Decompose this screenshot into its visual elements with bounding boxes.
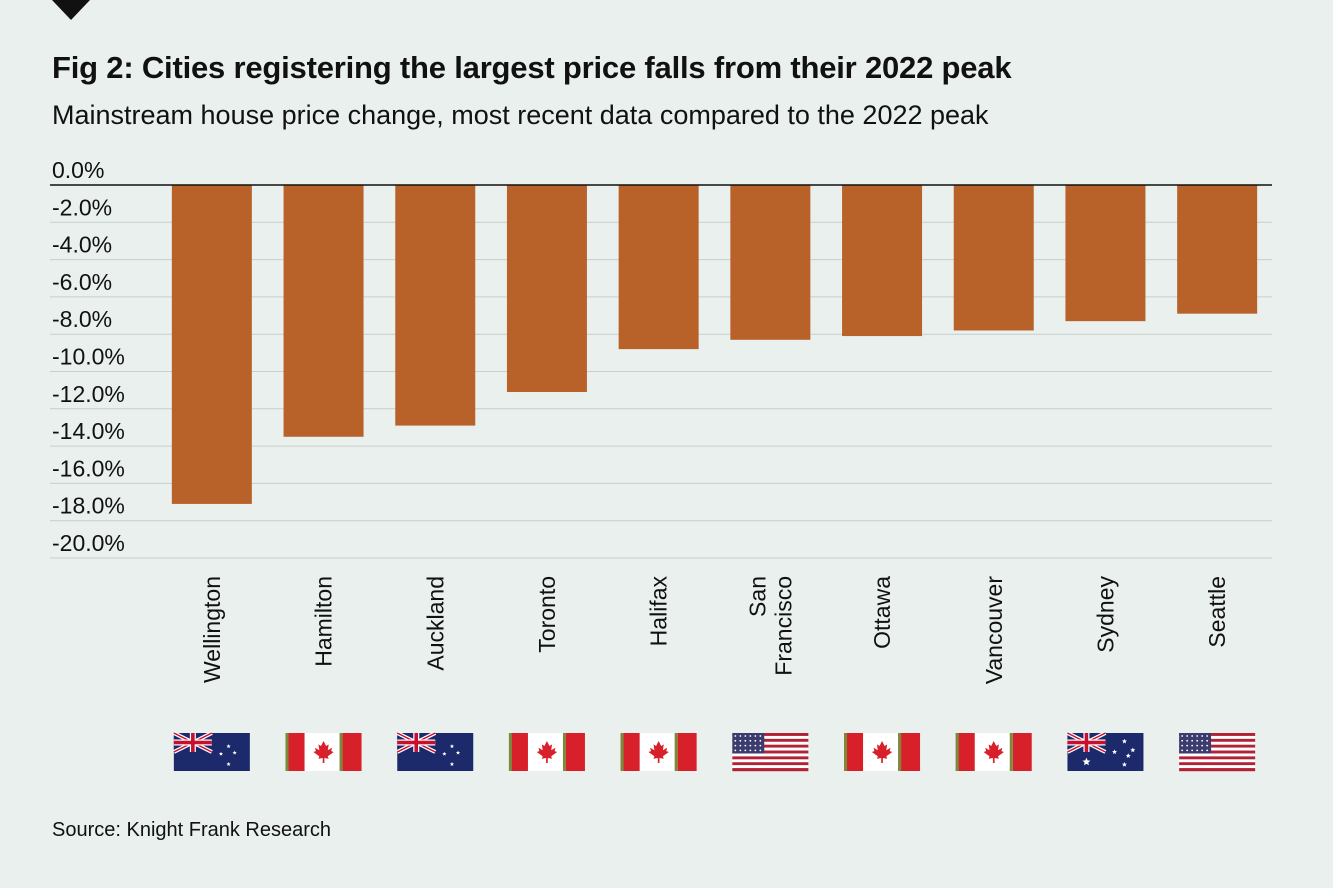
x-category-label-line: San bbox=[744, 576, 770, 617]
bar-ottawa bbox=[842, 185, 923, 337]
bar-san-francisco bbox=[730, 185, 811, 340]
bar-seattle bbox=[1177, 185, 1258, 314]
x-category-label: Ottawa bbox=[869, 576, 895, 649]
y-axis-tick-labels: 0.0% -2.0% -4.0% -6.0% -8.0% -10.0% -12.0% -14.… bbox=[52, 157, 125, 556]
y-tick-label: -12.0% bbox=[52, 381, 125, 407]
chart-title: Fig 2: Cities registering the largest pr… bbox=[52, 50, 1012, 85]
canada-flag-icon bbox=[620, 733, 697, 771]
canada-flag-icon bbox=[955, 733, 1032, 771]
x-category-label: Hamilton bbox=[311, 576, 337, 667]
nz-flag-icon bbox=[396, 731, 474, 771]
section-marker-icon bbox=[52, 0, 90, 20]
x-category-label-line: Francisco bbox=[770, 576, 796, 676]
y-tick-label: -14.0% bbox=[52, 418, 125, 444]
canada-flag-icon bbox=[508, 733, 585, 771]
x-category-label-line: Auckland bbox=[422, 576, 448, 671]
x-category-label-line: Halifax bbox=[646, 576, 672, 647]
bar-halifax bbox=[618, 185, 699, 350]
source-note: Source: Knight Frank Research bbox=[52, 819, 332, 841]
country-flags bbox=[172, 731, 1256, 772]
x-category-label: Auckland bbox=[422, 576, 448, 671]
x-category-label-line: Seattle bbox=[1204, 576, 1230, 648]
x-axis-category-labels: Wellington Hamilton Auckland Toronto Halifax… bbox=[199, 576, 1230, 685]
y-tick-label: -2.0% bbox=[52, 194, 112, 220]
x-category-label-line: Ottawa bbox=[869, 576, 895, 649]
y-tick-label: -16.0% bbox=[52, 455, 125, 481]
y-tick-label: -18.0% bbox=[52, 493, 125, 519]
bar-vancouver bbox=[953, 185, 1034, 331]
x-category-label-line: Toronto bbox=[534, 576, 560, 653]
x-category-label: Toronto bbox=[534, 576, 560, 653]
us-flag-icon bbox=[732, 733, 809, 772]
australia-flag-icon bbox=[1066, 731, 1144, 771]
x-category-label: Sydney bbox=[1092, 576, 1118, 653]
bar-auckland bbox=[395, 185, 476, 426]
x-category-label: Halifax bbox=[646, 576, 672, 647]
x-category-label-line: Sydney bbox=[1092, 576, 1118, 653]
bar-sydney bbox=[1065, 185, 1146, 322]
bar-hamilton bbox=[283, 185, 364, 437]
y-tick-label: -6.0% bbox=[52, 269, 112, 295]
bar-toronto bbox=[506, 185, 587, 393]
x-category-label: San Francisco bbox=[744, 576, 796, 676]
x-category-label-line: Vancouver bbox=[981, 576, 1007, 685]
bar-series bbox=[171, 185, 1258, 504]
x-category-label-line: Wellington bbox=[199, 576, 225, 683]
y-tick-label: -8.0% bbox=[52, 306, 112, 332]
nz-flag-icon bbox=[172, 731, 250, 771]
x-category-label: Seattle bbox=[1204, 576, 1230, 648]
canada-flag-icon bbox=[844, 733, 921, 771]
x-category-label: Wellington bbox=[199, 576, 225, 683]
bar-wellington bbox=[171, 185, 252, 504]
x-category-label: Vancouver bbox=[981, 576, 1007, 685]
y-tick-label: -4.0% bbox=[52, 232, 112, 258]
chart-subtitle: Mainstream house price change, most rece… bbox=[52, 100, 989, 130]
y-tick-label: -10.0% bbox=[52, 344, 125, 370]
canada-flag-icon bbox=[285, 733, 362, 771]
y-tick-label: 0.0% bbox=[52, 157, 104, 183]
us-flag-icon bbox=[1179, 733, 1256, 772]
x-category-label-line: Hamilton bbox=[311, 576, 337, 667]
y-tick-label: -20.0% bbox=[52, 530, 125, 556]
